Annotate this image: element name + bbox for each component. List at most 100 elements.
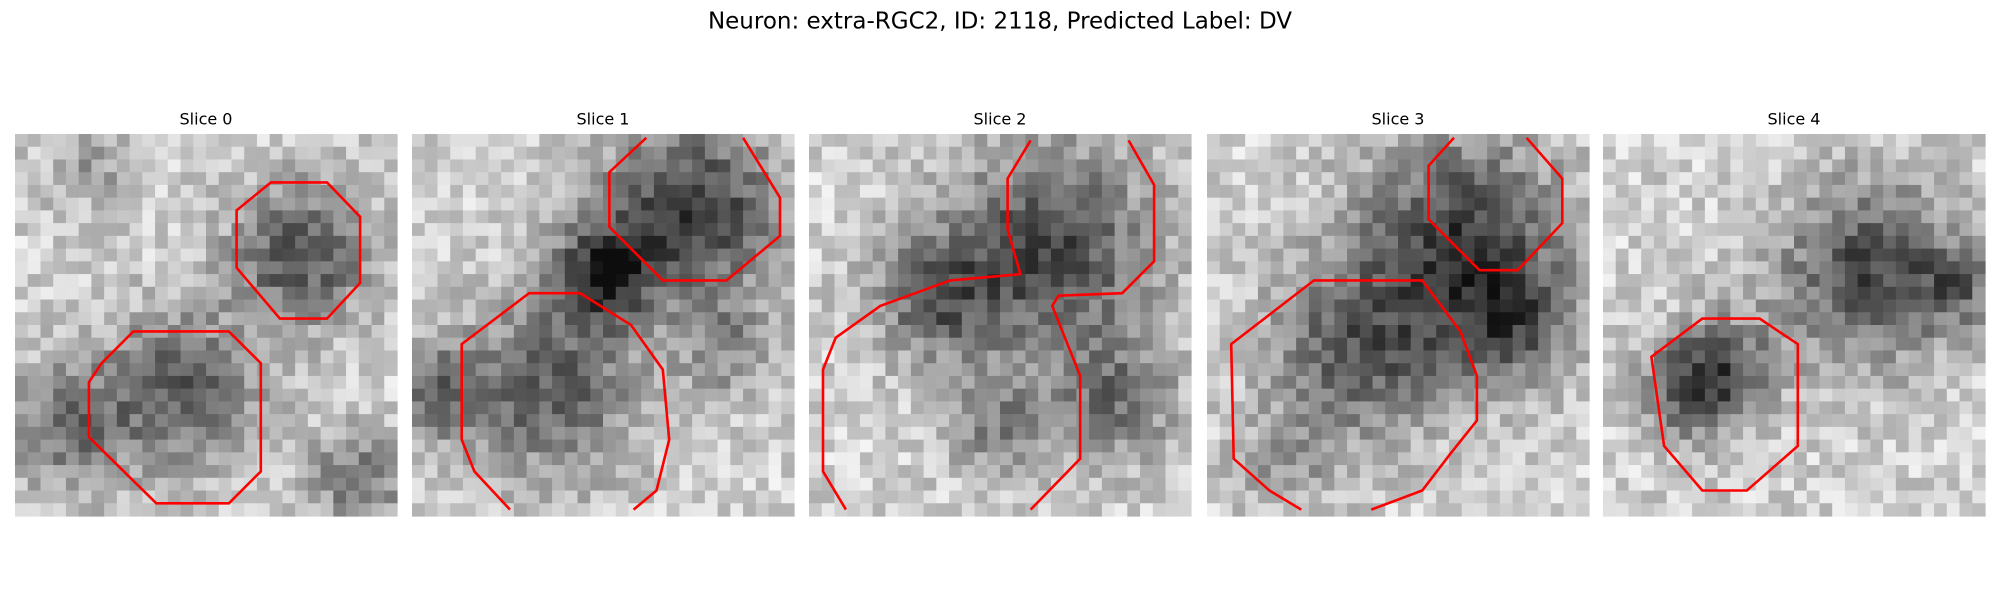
- pixel: [256, 375, 271, 390]
- pixel: [577, 465, 591, 479]
- pixel: [961, 223, 976, 237]
- pixel: [885, 337, 899, 352]
- pixel: [371, 172, 385, 186]
- pixel: [1321, 286, 1335, 301]
- pixel: [1679, 286, 1693, 301]
- pixel: [1101, 235, 1116, 250]
- pixel: [936, 477, 950, 492]
- pixel: [1576, 184, 1590, 199]
- pixel: [412, 426, 426, 441]
- pixel: [450, 286, 464, 301]
- pixel: [704, 325, 719, 339]
- pixel: [412, 375, 426, 390]
- pixel: [1717, 439, 1731, 453]
- pixel: [552, 235, 566, 250]
- pixel: [987, 452, 1001, 466]
- pixel: [450, 439, 464, 453]
- pixel: [424, 299, 439, 313]
- pixel: [717, 146, 731, 161]
- pixel: [590, 146, 604, 161]
- pixel: [1538, 312, 1552, 326]
- pixel: [488, 299, 502, 313]
- pixel: [129, 159, 143, 173]
- pixel: [1101, 426, 1116, 441]
- pixel: [704, 172, 719, 186]
- pixel: [307, 414, 322, 428]
- pixel: [1525, 490, 1539, 504]
- pixel: [809, 248, 823, 262]
- pixel: [1127, 184, 1141, 199]
- pixel: [1538, 490, 1552, 504]
- pixel: [526, 465, 540, 479]
- pixel: [1512, 452, 1526, 466]
- pixel: [1666, 414, 1680, 428]
- pixel: [1832, 375, 1846, 390]
- pixel: [704, 350, 719, 364]
- pixel: [1615, 223, 1630, 237]
- pixel: [437, 325, 451, 339]
- pixel: [15, 134, 29, 148]
- pixel: [1334, 172, 1348, 186]
- pixel: [834, 134, 848, 148]
- pixel: [1499, 261, 1514, 275]
- pixel: [1692, 401, 1706, 415]
- pixel: [104, 325, 118, 339]
- pixel: [244, 452, 258, 466]
- pixel: [1615, 477, 1630, 492]
- pixel: [1743, 439, 1757, 453]
- pixel: [1768, 401, 1782, 415]
- pixel: [15, 439, 29, 453]
- pixel: [1101, 363, 1116, 377]
- pixel: [961, 184, 976, 199]
- pixel: [1050, 350, 1065, 364]
- pixel: [974, 210, 988, 224]
- pixel: [526, 363, 540, 377]
- pixel: [282, 325, 296, 339]
- pixel: [40, 503, 54, 517]
- pixel: [1487, 439, 1501, 453]
- pixel: [1127, 465, 1141, 479]
- pixel: [564, 490, 579, 504]
- pixel: [1512, 210, 1526, 224]
- pixel: [987, 388, 1001, 402]
- pixel: [564, 388, 579, 402]
- pixel: [692, 452, 706, 466]
- pixel: [1550, 274, 1565, 288]
- pixel: [666, 375, 680, 390]
- pixel: [256, 146, 271, 161]
- pixel: [1219, 146, 1234, 161]
- pixel: [1461, 274, 1475, 288]
- pixel: [1385, 452, 1399, 466]
- pixel: [1857, 312, 1871, 326]
- pixel: [1076, 401, 1090, 415]
- pixel: [1114, 477, 1128, 492]
- pixel: [1934, 426, 1948, 441]
- pixel: [1436, 235, 1450, 250]
- pixel: [450, 477, 464, 492]
- pixel: [730, 146, 744, 161]
- pixel: [628, 414, 642, 428]
- pixel: [142, 146, 156, 161]
- pixel: [180, 299, 194, 313]
- pixel: [987, 299, 1001, 313]
- pixel: [885, 172, 899, 186]
- pixel: [1207, 312, 1221, 326]
- pixel: [53, 452, 67, 466]
- pixel: [1550, 286, 1565, 301]
- pixel: [384, 337, 398, 352]
- pixel: [1679, 426, 1693, 441]
- pixel: [1525, 172, 1539, 186]
- pixel: [180, 159, 194, 173]
- pixel: [27, 235, 42, 250]
- pixel: [116, 210, 131, 224]
- pixel: [167, 465, 182, 479]
- pixel: [692, 325, 706, 339]
- pixel: [307, 223, 322, 237]
- pixel: [1512, 274, 1526, 288]
- pixel: [910, 490, 925, 504]
- pixel: [1270, 274, 1284, 288]
- pixel: [1883, 337, 1897, 352]
- pixel: [768, 248, 782, 262]
- pixel: [1385, 325, 1399, 339]
- pixel: [872, 439, 886, 453]
